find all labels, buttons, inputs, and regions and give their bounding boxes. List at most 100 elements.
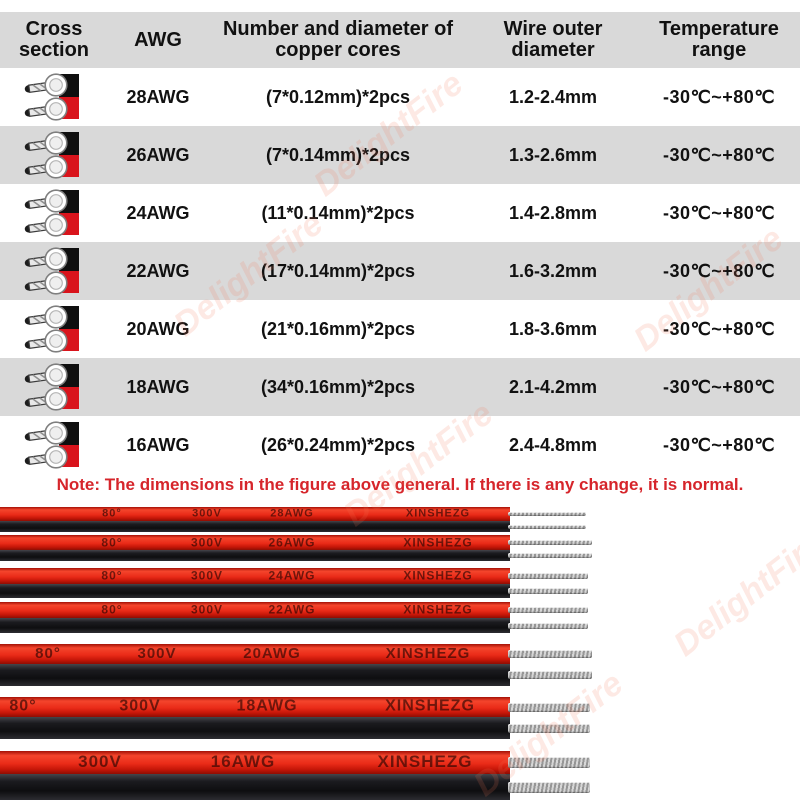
wire-red-jacket: 80° 300V 18AWG XINSHEZG	[0, 697, 510, 717]
temperature-value: -30℃~+80℃	[663, 202, 775, 223]
note-text: Note: The dimensions in the figure above…	[56, 475, 744, 494]
wire-print-label: XINSHEZG	[403, 534, 473, 549]
cross-section-cell	[0, 242, 108, 300]
stripped-conductor	[508, 512, 586, 516]
wire-print-label: 300V	[190, 534, 224, 549]
outer-diameter-value: 2.4-4.8mm	[508, 434, 598, 455]
stripped-conductor	[508, 782, 590, 793]
wire-cross-section-icon	[24, 305, 79, 353]
wire-print-label: XINSHEZG	[385, 697, 475, 715]
wire-print-label: XINSHEZG	[405, 507, 471, 520]
wire-cross-section-icon	[24, 189, 79, 237]
wire-cross-section-icon	[24, 363, 79, 411]
stripped-conductor	[508, 553, 592, 558]
wire-photo: 80° 300V 24AWG XINSHEZG	[0, 568, 800, 598]
wire-black-jacket	[0, 717, 510, 739]
wire-photo: 80° 300V 18AWG XINSHEZG	[0, 697, 800, 739]
awg-value: 18AWG	[126, 376, 190, 397]
wire-print-label: XINSHEZG	[377, 751, 473, 771]
awg-value: 22AWG	[126, 260, 190, 281]
wire-print-label: XINSHEZG	[403, 568, 473, 583]
temperature-value: -30℃~+80℃	[663, 376, 775, 397]
wire-black-jacket	[0, 618, 510, 633]
cross-section-cell	[0, 68, 108, 126]
temperature-value: -30℃~+80℃	[663, 434, 775, 455]
stripped-conductor	[508, 724, 590, 733]
wire-print-label: 16AWG	[210, 751, 276, 771]
table-row: 16AWG (26*0.24mm)*2pcs 2.4-4.8mm -30℃~+80℃	[0, 416, 800, 474]
stripped-conductor	[508, 671, 592, 679]
wire-print-label: 300V	[190, 568, 224, 583]
outer-diameter-value: 1.2-2.4mm	[508, 86, 598, 107]
wire-red-jacket: 300V 16AWG XINSHEZG	[0, 751, 510, 774]
wire-print-label: 80°	[35, 644, 61, 662]
awg-value: 20AWG	[126, 318, 190, 339]
wire-photo: 300V 16AWG XINSHEZG	[0, 751, 800, 800]
cross-section-cell	[0, 126, 108, 184]
table-row: 22AWG (17*0.14mm)*2pcs 1.6-3.2mm -30℃~+80℃	[0, 242, 800, 300]
table-body: 28AWG (7*0.12mm)*2pcs 1.2-2.4mm -30℃~+80℃ 2…	[0, 68, 800, 474]
wire-cross-section-icon	[24, 131, 79, 179]
temperature-value: -30℃~+80℃	[663, 260, 775, 281]
stripped-conductor	[508, 623, 588, 629]
wire-cross-section-icon	[24, 247, 79, 295]
outer-diameter-value: 1.4-2.8mm	[508, 202, 598, 223]
copper-cores-value: (7*0.14mm)*2pcs	[265, 144, 411, 165]
wire-print-label: 80°	[102, 507, 122, 520]
copper-cores-value: (7*0.12mm)*2pcs	[265, 86, 411, 107]
wire-photo: 80° 300V 26AWG XINSHEZG	[0, 535, 800, 561]
outer-diameter-value: 1.3-2.6mm	[508, 144, 598, 165]
temperature-value: -30℃~+80℃	[663, 86, 775, 107]
table-row: 20AWG (21*0.16mm)*2pcs 1.8-3.6mm -30℃~+80℃	[0, 300, 800, 358]
table-row: 26AWG (7*0.14mm)*2pcs 1.3-2.6mm -30℃~+80℃	[0, 126, 800, 184]
wire-print-label: 300V	[192, 507, 222, 520]
wire-black-jacket	[0, 774, 510, 800]
wire-photo: 80° 300V 28AWG XINSHEZG	[0, 507, 800, 532]
stripped-conductor	[508, 540, 592, 545]
cross-section-cell	[0, 358, 108, 416]
header-copper-cores: Number and diameter of copper cores	[222, 18, 454, 61]
temperature-value: -30℃~+80℃	[663, 144, 775, 165]
wire-print-label: XINSHEZG	[385, 644, 471, 662]
table-header: Cross section AWG Number and diameter of…	[0, 12, 800, 68]
wire-print-label: 80°	[101, 568, 123, 583]
copper-cores-value: (17*0.14mm)*2pcs	[260, 260, 416, 281]
stripped-conductor	[508, 525, 586, 529]
temperature-value: -30℃~+80℃	[663, 318, 775, 339]
wire-photo: 80° 300V 20AWG XINSHEZG	[0, 644, 800, 686]
wire-print-label: 300V	[190, 602, 224, 617]
wire-red-jacket: 80° 300V 28AWG XINSHEZG	[0, 507, 510, 521]
wire-print-label: 80°	[101, 534, 123, 549]
table-row: 24AWG (11*0.14mm)*2pcs 1.4-2.8mm -30℃~+80℃	[0, 184, 800, 242]
table-row: 28AWG (7*0.12mm)*2pcs 1.2-2.4mm -30℃~+80℃	[0, 68, 800, 126]
wire-print-label: 28AWG	[270, 507, 314, 520]
cross-section-cell	[0, 184, 108, 242]
stripped-conductor	[508, 573, 588, 579]
wire-black-jacket	[0, 521, 510, 532]
awg-value: 28AWG	[126, 86, 190, 107]
cross-section-cell	[0, 300, 108, 358]
wire-print-label: 18AWG	[236, 697, 298, 715]
cross-section-cell	[0, 416, 108, 474]
wire-red-jacket: 80° 300V 22AWG XINSHEZG	[0, 602, 510, 618]
awg-value: 24AWG	[126, 202, 190, 223]
outer-diameter-value: 2.1-4.2mm	[508, 376, 598, 397]
stripped-conductor	[508, 703, 590, 712]
wire-print-label: 20AWG	[243, 644, 301, 662]
copper-cores-value: (21*0.16mm)*2pcs	[260, 318, 416, 339]
copper-cores-value: (11*0.14mm)*2pcs	[261, 202, 415, 223]
wire-print-label: 300V	[119, 697, 161, 715]
stripped-conductor	[508, 757, 590, 768]
wire-photo: 80° 300V 22AWG XINSHEZG	[0, 602, 800, 633]
wire-black-jacket	[0, 664, 510, 686]
header-awg: AWG	[134, 28, 182, 51]
awg-value: 16AWG	[126, 434, 190, 455]
wire-cross-section-icon	[24, 421, 79, 469]
outer-diameter-value: 1.8-3.6mm	[508, 318, 598, 339]
copper-cores-value: (34*0.16mm)*2pcs	[260, 376, 416, 397]
wire-red-jacket: 80° 300V 20AWG XINSHEZG	[0, 644, 510, 664]
awg-value: 26AWG	[126, 144, 190, 165]
wire-black-jacket	[0, 550, 510, 561]
table-row: 18AWG (34*0.16mm)*2pcs 2.1-4.2mm -30℃~+80℃	[0, 358, 800, 416]
